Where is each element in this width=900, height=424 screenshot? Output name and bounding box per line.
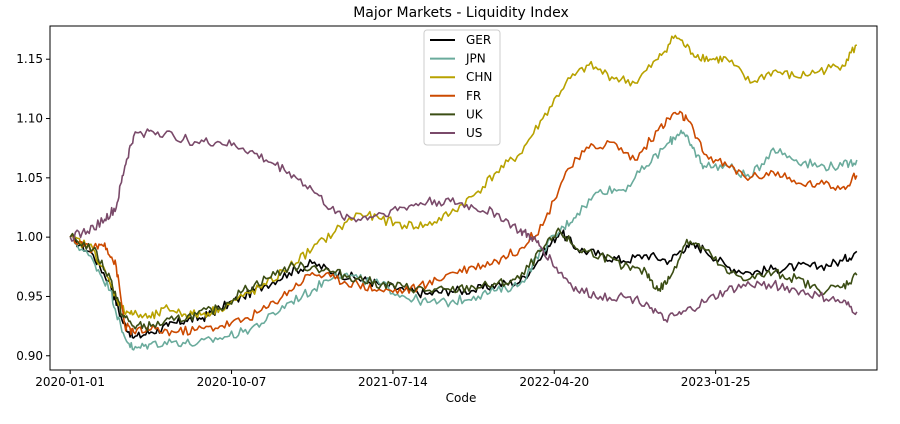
legend-label-chn: CHN [466,70,492,84]
legend-items: GER JPN CHN FR UK US [430,33,492,140]
series-line-us [69,128,858,323]
legend-frame [423,29,501,146]
x-tick-label: 2020-01-01 [35,375,105,389]
series-line-jpn [69,129,858,351]
y-tick-label: 0.90 [16,349,43,363]
plot-frame [49,25,878,371]
legend: GER JPN CHN FR UK US [423,29,501,146]
x-axis-label: Code [446,391,477,405]
y-tick-label: 1.05 [16,171,43,185]
legend-label-uk: UK [466,107,484,121]
x-tick-label: 2021-07-14 [358,375,428,389]
series-line-chn [69,34,858,320]
series-layer [69,34,858,351]
y-tick-label: 0.95 [16,289,43,303]
x-tick-label: 2022-04-20 [519,375,589,389]
x-axis: 2020-01-01 2020-10-07 2021-07-14 2022-04-20… [35,370,751,389]
y-tick-label: 1.10 [16,112,43,126]
y-axis: 0.90 0.95 1.00 1.05 1.10 1.15 [16,52,50,363]
legend-label-fr: FR [466,89,481,103]
series-line-uk [69,227,858,332]
chart-title: Major Markets - Liquidity Index [353,5,569,21]
series-line-fr [69,110,858,337]
y-tick-label: 1.15 [16,52,43,66]
legend-label-us: US [466,126,482,140]
legend-label-ger: GER [466,33,491,47]
y-tick-label: 1.00 [16,230,43,244]
legend-label-jpn: JPN [465,52,486,66]
x-tick-label: 2023-01-25 [681,375,751,389]
x-tick-label: 2020-10-07 [197,375,267,389]
